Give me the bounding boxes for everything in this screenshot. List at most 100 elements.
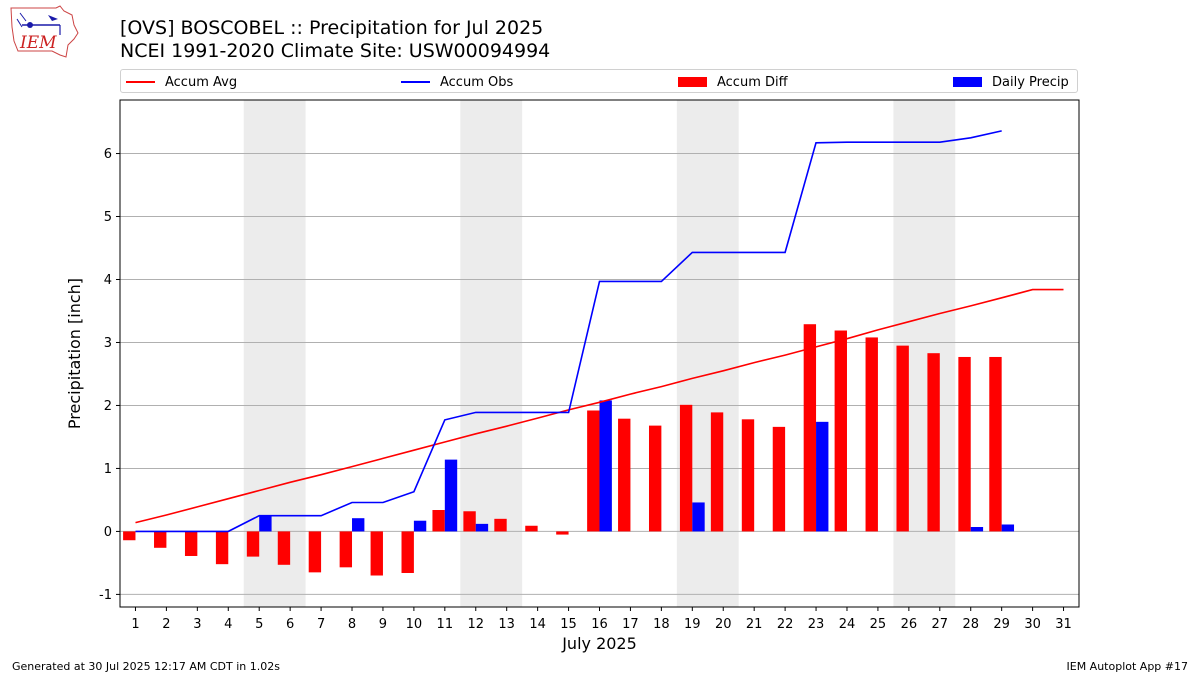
x-tick-label: 28 bbox=[962, 617, 979, 632]
bar-accum-diff-day-4 bbox=[215, 531, 229, 565]
x-tick-label: 21 bbox=[746, 617, 763, 632]
x-tick-label: 25 bbox=[870, 617, 887, 632]
x-tick-label: 7 bbox=[317, 617, 325, 632]
y-tick-label: 2 bbox=[104, 399, 112, 414]
y-tick-label: 0 bbox=[104, 525, 112, 540]
bar-accum-diff-day-17 bbox=[618, 418, 631, 532]
legend-swatch-accum-obs bbox=[401, 81, 430, 83]
bar-daily-precip-day-16 bbox=[599, 400, 612, 532]
x-tick-label: 4 bbox=[224, 617, 232, 632]
bar-accum-diff-day-5 bbox=[246, 531, 260, 557]
bar-daily-precip-day-28 bbox=[970, 527, 984, 532]
bar-accum-diff-day-16 bbox=[587, 410, 600, 532]
x-axis-label: July 2025 bbox=[561, 634, 637, 653]
bar-accum-diff-day-29 bbox=[989, 356, 1002, 532]
bar-accum-diff-day-7 bbox=[308, 531, 322, 573]
line-accum-avg bbox=[135, 288, 1064, 524]
bar-accum-diff-day-19 bbox=[679, 404, 693, 532]
bar-accum-diff-day-15 bbox=[556, 531, 569, 535]
y-tick-label: 3 bbox=[104, 336, 112, 351]
bar-accum-diff-day-9 bbox=[370, 531, 383, 576]
bar-accum-diff-day-24 bbox=[834, 330, 847, 532]
plot-area bbox=[120, 100, 1079, 607]
y-tick-label: 4 bbox=[104, 273, 112, 288]
y-axis-label: Precipitation [inch] bbox=[65, 278, 84, 429]
legend: Accum Avg Accum Obs Accum Diff Daily Pre… bbox=[120, 69, 1078, 93]
bar-daily-precip-day-5 bbox=[259, 515, 272, 532]
x-tick-label: 18 bbox=[653, 617, 670, 632]
chart-title: [OVS] BOSCOBEL :: Precipitation for Jul … bbox=[120, 17, 544, 39]
y-tick-label: 6 bbox=[104, 147, 112, 162]
bar-accum-diff-day-26 bbox=[896, 345, 909, 532]
bar-accum-diff-day-18 bbox=[648, 425, 662, 532]
legend-swatch-accum-diff bbox=[678, 77, 707, 87]
x-tick-label: 8 bbox=[348, 617, 356, 632]
bar-daily-precip-day-12 bbox=[475, 523, 489, 532]
legend-label-accum-diff: Accum Diff bbox=[717, 74, 788, 90]
y-tick-label: 5 bbox=[104, 210, 112, 225]
svg-text:IEM: IEM bbox=[19, 33, 57, 53]
x-tick-label: 1 bbox=[131, 617, 139, 632]
bar-daily-precip-day-8 bbox=[352, 518, 365, 532]
x-tick-label: 13 bbox=[498, 617, 515, 632]
bar-accum-diff-day-3 bbox=[184, 531, 198, 556]
x-tick-label: 26 bbox=[901, 617, 918, 632]
bar-daily-precip-day-29 bbox=[1001, 524, 1015, 532]
x-tick-label: 15 bbox=[560, 617, 577, 632]
weekend-shade-1 bbox=[243, 100, 306, 607]
bar-daily-precip-day-10 bbox=[413, 520, 427, 532]
legend-swatch-accum-avg bbox=[126, 81, 155, 83]
chart-subtitle: NCEI 1991-2020 Climate Site: USW00094994 bbox=[120, 40, 551, 62]
bar-accum-diff-day-8 bbox=[339, 531, 353, 568]
x-tick-label: 17 bbox=[622, 617, 639, 632]
bar-daily-precip-day-23 bbox=[816, 421, 829, 532]
bar-daily-precip-day-19 bbox=[692, 502, 705, 532]
bar-accum-diff-day-25 bbox=[865, 337, 878, 532]
legend-item-accum-avg: Accum Avg bbox=[126, 70, 237, 94]
bar-accum-diff-day-21 bbox=[741, 419, 755, 532]
legend-item-daily-precip: Daily Precip bbox=[953, 70, 1069, 94]
x-tick-label: 30 bbox=[1024, 617, 1041, 632]
generated-footer: Generated at 30 Jul 2025 12:17 AM CDT in… bbox=[12, 660, 280, 673]
x-tick-label: 20 bbox=[715, 617, 732, 632]
bar-accum-diff-day-12 bbox=[463, 511, 476, 532]
x-tick-label: 22 bbox=[777, 617, 794, 632]
x-tick-label: 10 bbox=[406, 617, 423, 632]
x-tick-label: 12 bbox=[467, 617, 484, 632]
x-tick-label: 2 bbox=[162, 617, 170, 632]
bar-accum-diff-day-28 bbox=[958, 356, 971, 532]
bar-accum-diff-day-13 bbox=[494, 518, 507, 532]
bar-accum-diff-day-27 bbox=[927, 353, 940, 532]
bar-accum-diff-day-14 bbox=[525, 525, 538, 532]
bar-accum-diff-day-11 bbox=[432, 510, 445, 532]
bar-accum-diff-day-23 bbox=[803, 324, 817, 532]
legend-item-accum-obs: Accum Obs bbox=[401, 70, 513, 94]
x-tick-label: 19 bbox=[684, 617, 701, 632]
x-tick-label: 24 bbox=[839, 617, 856, 632]
x-tick-label: 11 bbox=[437, 617, 454, 632]
legend-swatch-daily-precip bbox=[953, 77, 982, 87]
app-footer: IEM Autoplot App #17 bbox=[1066, 660, 1189, 673]
bar-accum-diff-day-6 bbox=[277, 531, 291, 565]
bar-accum-diff-day-10 bbox=[401, 531, 414, 573]
x-tick-label: 5 bbox=[255, 617, 263, 632]
x-tick-label: 27 bbox=[932, 617, 949, 632]
x-tick-label: 16 bbox=[591, 617, 608, 632]
line-accum-obs bbox=[135, 130, 1002, 533]
bar-accum-diff-day-1 bbox=[123, 531, 136, 541]
x-tick-label: 29 bbox=[993, 617, 1010, 632]
iem-logo: IEM bbox=[10, 5, 79, 58]
x-tick-label: 6 bbox=[286, 617, 294, 632]
x-tick-label: 23 bbox=[808, 617, 825, 632]
x-tick-label: 14 bbox=[529, 617, 546, 632]
x-tick-label: 3 bbox=[193, 617, 201, 632]
legend-label-daily-precip: Daily Precip bbox=[992, 74, 1069, 90]
x-tick-label: 31 bbox=[1055, 617, 1072, 632]
bar-accum-diff-day-22 bbox=[772, 426, 786, 532]
legend-label-accum-obs: Accum Obs bbox=[440, 74, 514, 90]
x-tick-label: 9 bbox=[379, 617, 387, 632]
legend-label-accum-avg: Accum Avg bbox=[165, 74, 238, 90]
bar-accum-diff-day-2 bbox=[154, 531, 167, 548]
legend-item-accum-diff: Accum Diff bbox=[678, 70, 788, 94]
